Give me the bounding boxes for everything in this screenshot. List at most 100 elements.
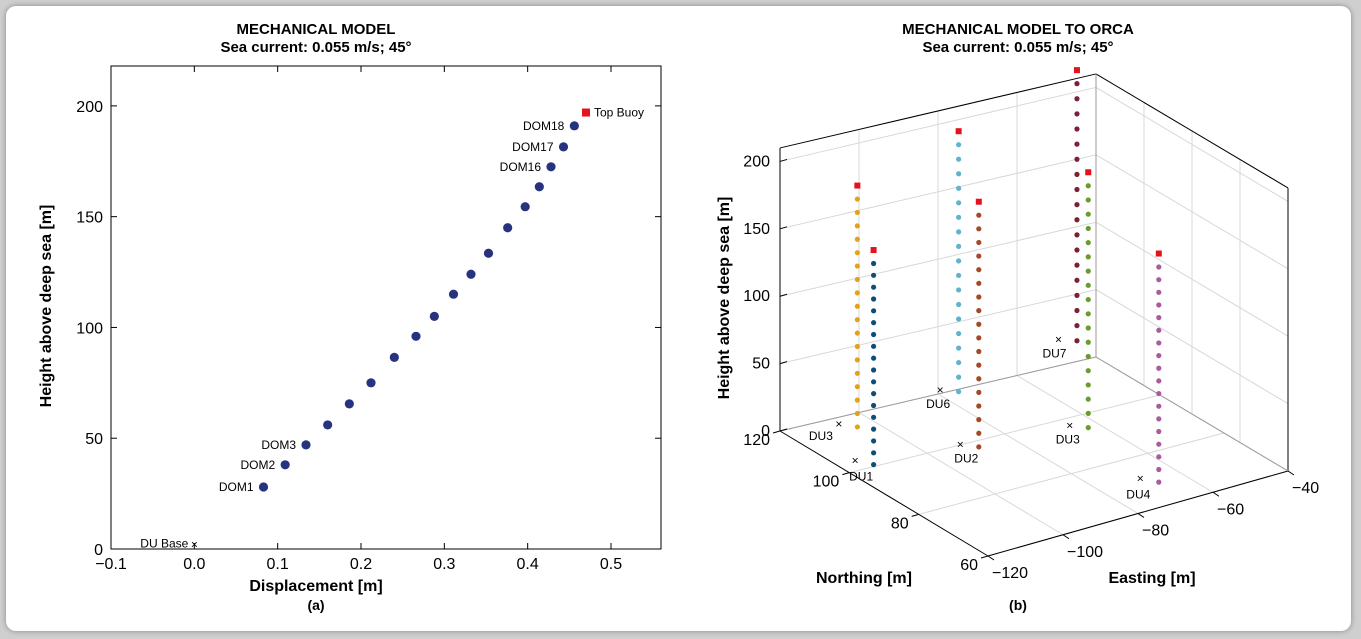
x-tick-label: 0.2 [350,556,372,573]
string-dom-point [976,280,982,286]
box-edge [779,73,1097,149]
string-dom-point [854,196,860,202]
du-base-marker: × [1066,419,1073,433]
chart-b-zlabel: Height above deep sea [m] [716,197,733,400]
string-dom-point [1085,353,1091,360]
string-dom-point [854,250,860,256]
easting-tick-mark [1212,491,1220,497]
dom-point [323,420,333,430]
string-dom-point [1156,315,1162,321]
dom-point [546,162,556,172]
string-dom-point [1085,211,1091,217]
string-dom-point [1156,416,1162,422]
box-edge-back [779,356,1097,432]
z-tick-mark [779,293,788,297]
dom-point [520,202,530,212]
string-dom-point [976,239,982,246]
string-dom-point [976,430,982,436]
string-dom-point [1156,327,1162,333]
string-dom-point [871,414,877,420]
easting-tick-mark [1137,513,1145,518]
du-base-marker: × [1055,333,1062,347]
string-dom-point [976,212,982,218]
string-dom-point [1156,403,1162,409]
du-base-marker: × [835,417,842,431]
top-buoy-marker [582,108,590,117]
string-dom-point [956,301,962,308]
string-dom-point [1074,323,1080,329]
du-base-marker: × [191,538,198,552]
string-dom-point [854,303,860,309]
du-base-marker: × [852,453,859,467]
z-tick-mark [779,428,788,432]
string-dom-point [1156,466,1162,473]
string-dom-point [1085,382,1091,388]
du-label: DU1 [849,469,873,483]
string-dom-point [956,171,962,177]
string-dom-point [1156,441,1162,447]
floor-grid-line [858,412,1064,536]
northing-tick-mark [980,555,989,559]
chart-a-points: DOM1 DOM2 DOM3 DOM16 DOM17 DOM18 Top Buoy ×DU B… [140,106,644,552]
z-tick-mark [779,226,788,230]
string-dom-point [871,426,877,432]
string-dom-point [871,438,877,444]
string-dom-point [1074,202,1080,208]
dom-point [411,331,421,341]
string-dom-point [976,226,982,232]
chart-b-caption: (b) [1009,597,1027,613]
du-label: DU7 [1042,347,1066,361]
easting-tick-label: −120 [992,565,1028,582]
string-dom-point [976,253,982,259]
chart-a: MECHANICAL MODEL Sea current: 0.055 m/s;… [38,21,662,613]
string-dom-point [854,317,860,323]
string-dom-point [956,359,962,366]
dom-label: DOM18 [523,119,565,133]
string-dom-point [1074,96,1080,102]
string-dom-point [956,374,962,380]
string-dom-point [1156,378,1162,384]
z-tick-label: 100 [743,288,770,305]
dom-point [503,223,513,233]
easting-tick-label: −80 [1142,523,1169,540]
x-tick-label: 0.4 [517,556,539,573]
string-dom-point [976,335,982,341]
chart-b-grid [779,73,1289,557]
string-dom-point [1074,307,1080,314]
string-buoy-marker [975,198,982,205]
string-dom-point [1085,410,1091,416]
string-dom-point [976,444,982,450]
northing-tick-label: 80 [891,515,909,532]
string-dom-point [976,348,982,355]
string-dom-point [871,402,877,409]
string-dom-point [854,290,860,296]
string-dom-point [1085,240,1091,246]
dom-point [558,142,569,152]
string-dom-point [871,450,877,456]
du-base-marker: × [957,437,964,451]
easting-tick-label: −40 [1292,480,1319,497]
string-dom-point [956,229,962,235]
string-dom-point [854,357,860,363]
easting-tick-mark [1062,534,1070,540]
string-dom-point [1085,396,1091,402]
chart-a-ylabel: Height above deep sea [m] [38,205,55,408]
string-dom-point [871,462,877,468]
du-base-marker: × [1137,472,1144,486]
northing-tick-label: 60 [960,557,978,574]
chart-b-ticks: 0 50 100 150 200 120 100 80 60 −120 −100 −80 −60 −40 [743,153,1319,582]
y-tick-label: 50 [85,431,103,448]
dom-point [301,440,311,450]
du-label: DU6 [926,397,950,411]
easting-tick-mark [987,555,995,561]
dom-point [534,182,544,192]
dom-label: DOM17 [512,140,554,154]
string-dom-point [1074,111,1080,117]
dom-point [389,352,399,362]
string-dom-point [871,308,877,314]
string-dom-point [854,223,860,229]
dom-point [483,248,494,258]
northing-tick-mark [772,430,781,434]
x-tick-label: −0.1 [95,556,127,573]
